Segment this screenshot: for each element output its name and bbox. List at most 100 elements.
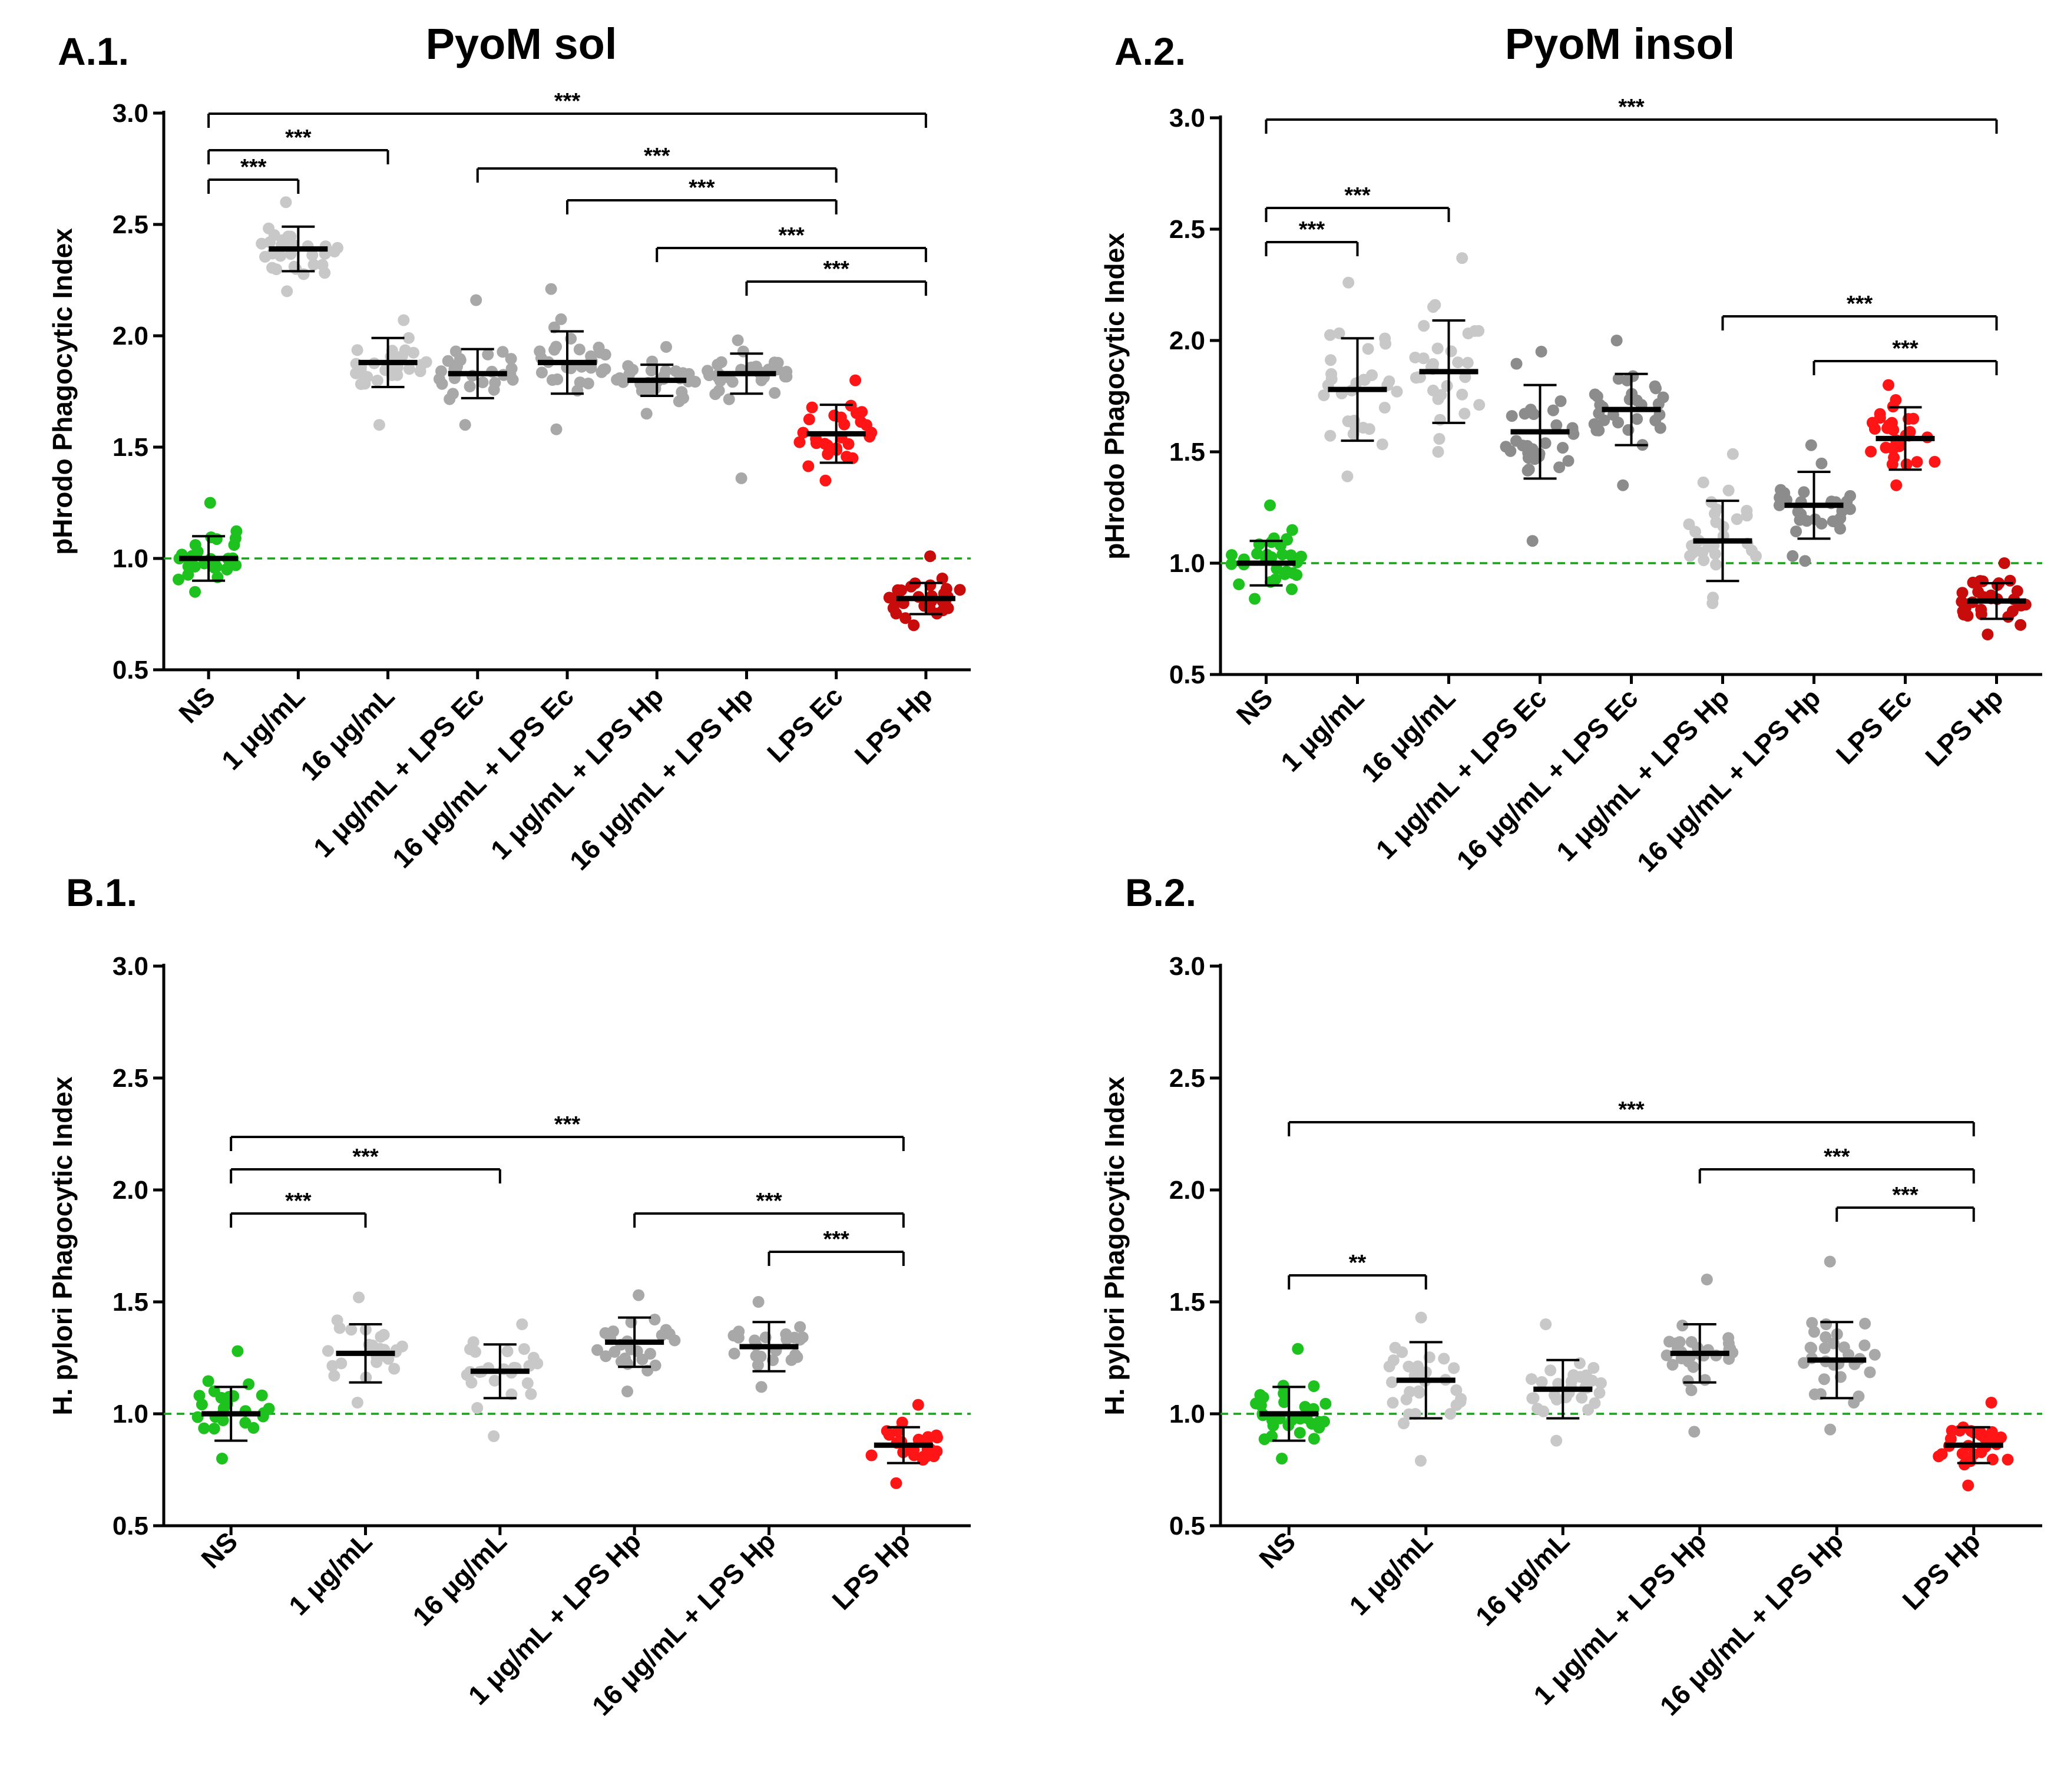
data-point <box>1391 385 1403 398</box>
significance-label: *** <box>823 257 849 282</box>
data-point <box>1985 589 1997 601</box>
data-point <box>1722 1332 1735 1344</box>
data-point <box>215 1391 227 1404</box>
data-point <box>193 1390 206 1402</box>
data-point <box>649 1314 661 1325</box>
data-point <box>1967 576 1979 588</box>
data-point <box>1806 1317 1818 1329</box>
significance-label: *** <box>1299 217 1325 242</box>
data-point <box>1986 1426 1998 1438</box>
y-axis-title: H. pylori Phagocytic Index <box>47 1076 78 1416</box>
data-point <box>791 1351 803 1363</box>
data-point <box>842 438 855 450</box>
data-point <box>656 1329 668 1341</box>
x-tick-label: 1 μg/mL <box>283 1526 378 1621</box>
data-point <box>585 350 597 362</box>
data-point <box>535 366 548 379</box>
y-tick-label: 1.0 <box>1169 549 1205 578</box>
data-point <box>1868 1348 1881 1361</box>
data-point <box>1887 424 1900 436</box>
data-point <box>1818 1342 1831 1354</box>
data-point <box>1958 1459 1970 1471</box>
data-point <box>899 612 912 624</box>
data-point <box>1537 1405 1550 1417</box>
data-point <box>621 1358 634 1370</box>
y-tick-label: 2.5 <box>113 210 148 239</box>
data-point <box>1462 328 1474 339</box>
data-point <box>1281 534 1294 546</box>
data-point <box>728 1347 740 1360</box>
data-point <box>328 1370 340 1382</box>
data-point <box>1888 451 1900 464</box>
data-point <box>1574 1371 1586 1383</box>
data-point <box>1731 513 1743 525</box>
data-point <box>1956 596 1968 608</box>
x-tick-label: NS <box>1253 1526 1301 1574</box>
data-point <box>1688 1426 1701 1438</box>
data-point <box>1883 379 1894 391</box>
data-point <box>2002 611 2015 623</box>
data-point <box>1276 1453 1288 1464</box>
data-point <box>328 246 340 257</box>
data-point <box>306 249 319 262</box>
data-point <box>1710 558 1722 571</box>
data-point <box>1342 415 1354 428</box>
data-point <box>1362 343 1374 355</box>
data-point <box>231 1345 244 1357</box>
significance-label: *** <box>1618 95 1645 120</box>
data-point <box>1504 445 1517 457</box>
data-point <box>890 1477 902 1489</box>
data-point <box>1458 408 1471 420</box>
significance-label: *** <box>352 1145 379 1169</box>
data-point <box>1527 408 1540 420</box>
data-point <box>1433 433 1446 445</box>
data-point <box>779 371 791 383</box>
data-point <box>755 1350 767 1363</box>
data-point <box>1790 525 1802 538</box>
data-point <box>954 584 966 596</box>
data-point <box>794 1321 806 1333</box>
data-point <box>173 573 184 586</box>
data-point <box>548 343 561 356</box>
data-point <box>1506 410 1518 422</box>
data-point <box>1427 301 1439 313</box>
data-point <box>2015 619 2027 631</box>
data-point <box>1324 429 1337 442</box>
data-point <box>640 408 653 420</box>
data-point <box>828 409 841 422</box>
significance-label: ** <box>1349 1251 1367 1275</box>
data-point <box>351 1397 363 1409</box>
data-point <box>1387 1397 1399 1409</box>
data-point <box>917 1450 930 1463</box>
data-point <box>1265 551 1278 563</box>
data-point <box>1414 1454 1427 1467</box>
y-axis-title: H. pylori Phagocytic Index <box>1099 1076 1130 1416</box>
data-point <box>1982 629 1994 640</box>
data-point <box>1593 407 1605 419</box>
data-point <box>745 361 758 373</box>
data-point <box>1553 461 1566 474</box>
panel-a1: A.1. PyoM sol pHrodo Phagocytic Index 0.5… <box>47 19 971 876</box>
data-point <box>1689 525 1701 538</box>
data-point <box>1610 335 1623 346</box>
data-point <box>573 343 586 356</box>
data-point <box>1278 1396 1291 1409</box>
data-point <box>1544 1364 1557 1377</box>
x-tick-label: 1 μg/mL + LPS Ec <box>307 680 490 863</box>
data-point <box>621 1386 633 1397</box>
data-point <box>860 419 872 431</box>
data-point <box>2011 585 2023 597</box>
data-point <box>1956 587 1969 599</box>
panel-a2: A.2. PyoM insol pHrodo Phagocytic Index 0… <box>1099 19 2042 878</box>
significance-label: *** <box>778 223 805 248</box>
data-point <box>1295 550 1307 563</box>
data-point <box>908 619 920 632</box>
data-point <box>1859 1317 1871 1330</box>
data-point <box>1808 1388 1821 1400</box>
data-point <box>1456 252 1468 264</box>
data-point <box>546 374 558 386</box>
data-point <box>1957 609 1970 621</box>
data-point <box>1379 332 1391 345</box>
data-point <box>1341 470 1354 482</box>
data-point <box>1279 568 1291 580</box>
